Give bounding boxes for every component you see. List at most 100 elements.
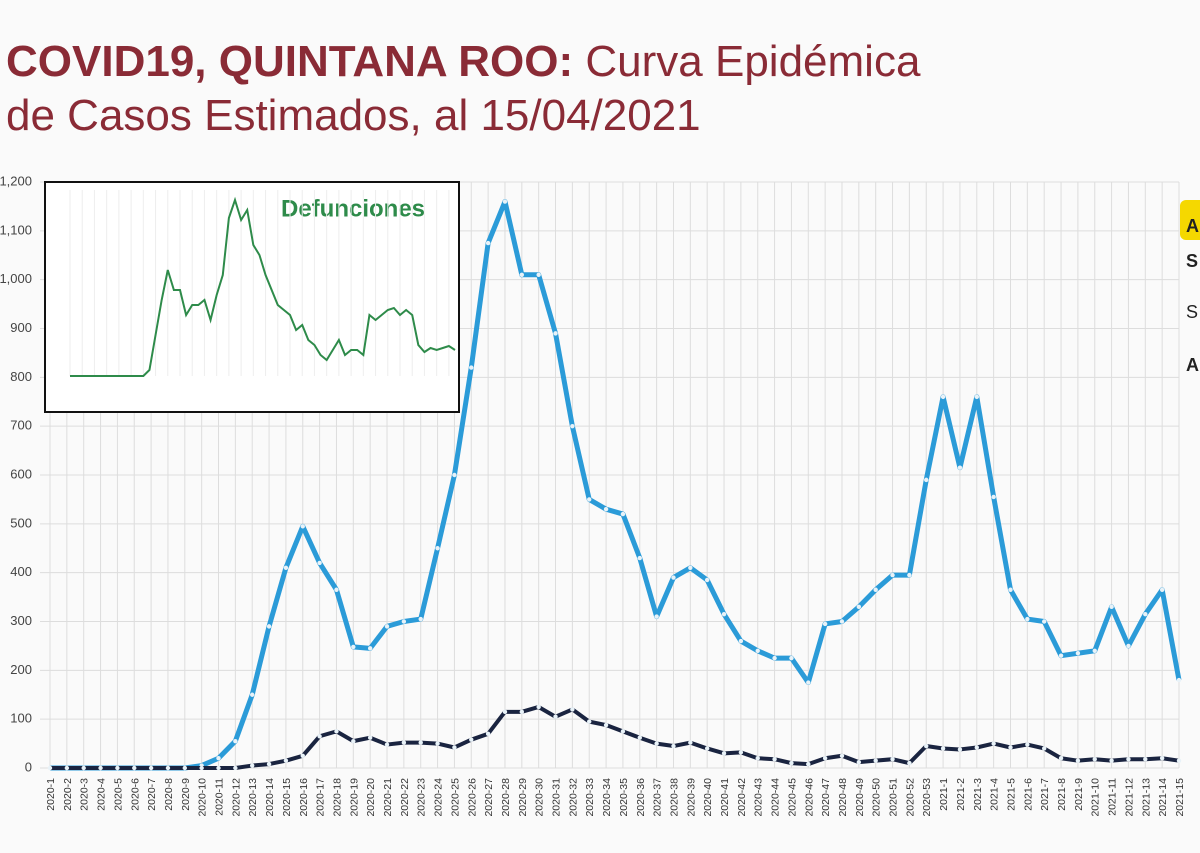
x-tick-label: 2021-7	[1039, 778, 1051, 811]
data-point	[452, 745, 457, 750]
data-point	[367, 646, 373, 651]
data-point	[148, 765, 154, 771]
x-tick-label: 2020-6	[129, 778, 141, 811]
data-point	[603, 506, 609, 512]
x-tick-label: 2021-12	[1123, 778, 1135, 817]
data-point	[485, 731, 491, 737]
data-point	[637, 735, 642, 740]
y-tick-label: 600	[10, 466, 32, 481]
data-point	[401, 619, 407, 624]
data-point	[991, 741, 996, 746]
data-point	[1126, 757, 1131, 762]
x-tick-label: 2020-30	[534, 778, 546, 817]
data-point	[721, 751, 727, 756]
x-tick-label: 2020-25	[449, 778, 461, 817]
x-tick-label: 2020-7	[146, 778, 158, 811]
data-point	[317, 734, 322, 739]
data-point	[469, 737, 474, 742]
data-point	[890, 757, 895, 762]
data-point	[81, 765, 86, 771]
data-point	[839, 619, 845, 624]
x-tick-label: 2020-39	[685, 778, 697, 817]
data-point	[435, 741, 440, 746]
data-point	[721, 611, 727, 617]
x-tick-label: 2021-11	[1107, 778, 1119, 816]
x-tick-label: 2021-8	[1056, 778, 1068, 811]
data-point	[603, 722, 609, 728]
data-point	[401, 740, 407, 745]
y-tick-label: 700	[10, 418, 32, 433]
data-point	[502, 199, 508, 204]
data-point	[704, 577, 710, 583]
inset-frame	[44, 181, 460, 413]
data-point	[233, 765, 238, 771]
x-tick-label: 2020-11	[214, 778, 226, 816]
data-point	[64, 765, 70, 771]
x-tick-label: 2020-21	[382, 778, 394, 817]
data-point	[974, 745, 979, 750]
data-point	[620, 511, 626, 517]
x-tick-label: 2020-42	[736, 778, 748, 817]
data-point	[957, 747, 963, 752]
y-tick-label: 1,200	[0, 173, 32, 188]
title-bold: COVID19, QUINTANA ROO:	[6, 37, 573, 86]
data-point	[671, 743, 676, 749]
data-point	[704, 746, 710, 751]
data-point	[890, 572, 895, 578]
x-tick-label: 2020-33	[584, 778, 596, 817]
data-point	[502, 709, 508, 715]
x-tick-label: 2020-53	[921, 778, 933, 817]
data-point	[806, 761, 811, 767]
data-point	[637, 555, 642, 561]
data-point	[300, 524, 305, 529]
data-point	[216, 756, 221, 761]
data-point	[1058, 653, 1064, 658]
x-tick-label: 2020-12	[230, 778, 242, 817]
legend-fragment: S	[1186, 251, 1198, 271]
data-point	[1025, 616, 1030, 622]
data-point	[1008, 587, 1013, 592]
x-tick-label: 2020-22	[399, 778, 411, 817]
data-point	[418, 740, 423, 745]
series-line	[50, 199, 1182, 771]
data-point	[620, 729, 626, 734]
data-point	[283, 758, 289, 763]
data-point	[924, 477, 929, 483]
data-point	[1041, 746, 1047, 751]
data-point	[452, 472, 457, 478]
legend-box	[1180, 200, 1200, 240]
x-tick-label: 2021-14	[1157, 778, 1169, 817]
data-point	[1075, 651, 1081, 656]
data-point	[317, 560, 322, 566]
data-point	[199, 765, 204, 771]
data-point	[822, 621, 828, 627]
data-point	[806, 680, 811, 685]
y-tick-label: 800	[10, 369, 32, 384]
y-tick-label: 0	[25, 759, 32, 774]
x-tick-label: 2021-5	[1005, 778, 1017, 811]
y-tick-label: 900	[10, 320, 32, 335]
inset-line	[70, 196, 456, 377]
data-point	[789, 760, 794, 766]
data-point	[266, 761, 272, 767]
x-tick-label: 2021-2	[955, 778, 967, 811]
x-tick-label: 2020-47	[820, 778, 832, 817]
x-tick-label: 2020-23	[416, 778, 428, 817]
data-point	[587, 719, 592, 724]
data-point	[384, 624, 390, 629]
x-tick-label: 2020-41	[719, 778, 731, 817]
series-line	[50, 704, 1180, 770]
data-point	[519, 709, 525, 715]
data-point	[839, 753, 845, 758]
x-tick-label: 2020-50	[871, 778, 883, 817]
data-point	[115, 765, 120, 771]
data-point	[216, 765, 221, 771]
x-tick-label: 2020-16	[298, 778, 310, 817]
data-point	[536, 704, 541, 710]
data-point	[974, 394, 979, 400]
data-point	[351, 738, 356, 744]
data-point	[587, 497, 592, 502]
data-point	[469, 365, 474, 370]
data-point	[98, 765, 103, 771]
x-tick-label: 2020-37	[652, 778, 664, 817]
